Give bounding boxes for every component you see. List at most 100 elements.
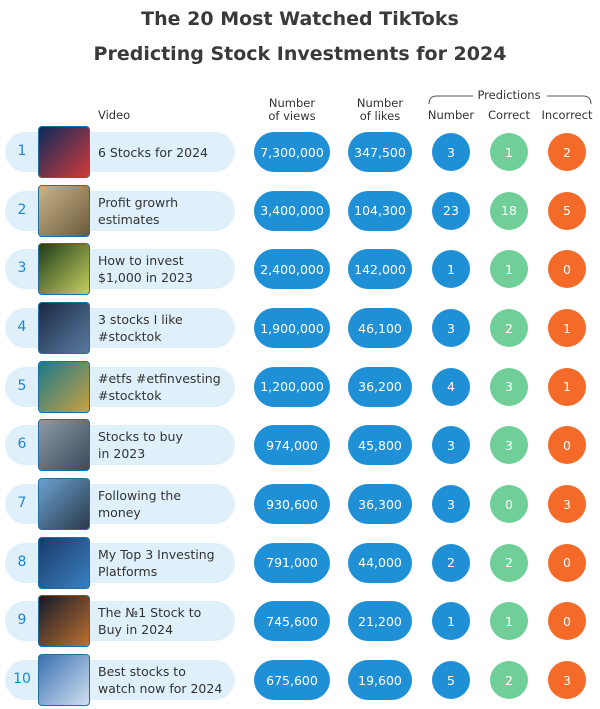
- thumbnail: [38, 654, 90, 707]
- video-title-line: Profit growrh: [98, 194, 179, 210]
- video-title-line: Best stocks to: [98, 664, 186, 680]
- views: 1,900,000: [254, 308, 330, 348]
- video-title: 6 Stocks for 2024: [98, 144, 208, 161]
- likes: 44,000: [348, 542, 412, 583]
- thumbnail: [38, 302, 90, 354]
- likes: 21,200: [348, 601, 412, 642]
- likes: 19,600: [348, 660, 412, 701]
- number: 3: [432, 133, 470, 171]
- views: 745,600: [254, 601, 330, 642]
- views: 791,000: [254, 542, 330, 583]
- column-header: Number: [427, 108, 475, 122]
- correct: 3: [490, 426, 528, 465]
- rank: 4: [17, 319, 27, 335]
- video-title-line: #stocktok: [98, 387, 162, 403]
- rank: 7: [17, 495, 27, 512]
- views: 2,400,000: [254, 249, 330, 290]
- incorrect: 1: [548, 309, 586, 347]
- incorrect: 0: [548, 426, 586, 465]
- rank: 1: [17, 143, 27, 159]
- correct: 18: [490, 191, 528, 230]
- number: 23: [432, 191, 470, 230]
- video-title-line: My Top 3 Investing: [98, 546, 215, 562]
- number: 3: [432, 485, 470, 524]
- incorrect: 0: [548, 250, 586, 289]
- views: 3,400,000: [254, 190, 330, 231]
- rank: 5: [17, 377, 27, 394]
- video-title: My Top 3 Investing Platforms: [98, 546, 215, 580]
- correct: 1: [490, 133, 528, 171]
- video-title-line: in 2023: [98, 446, 146, 462]
- video-title-line: #etfs #etfinvesting: [98, 370, 221, 386]
- thumbnail: [38, 126, 90, 178]
- thumbnail: [38, 184, 90, 237]
- video-title-line: The №1 Stock to: [98, 605, 202, 621]
- video-title: #etfs #etfinvesting #stocktok: [98, 370, 221, 404]
- video-title-line: $1,000 in 2023: [98, 270, 193, 286]
- number: 1: [432, 602, 470, 641]
- thumbnail: [38, 419, 90, 472]
- video-title-line: 3 stocks I like: [98, 312, 183, 327]
- incorrect: 0: [548, 543, 586, 582]
- likes: 45,800: [348, 425, 412, 466]
- rank: 8: [17, 553, 27, 570]
- group-header: Predictions: [477, 88, 541, 102]
- column-header: Correct: [488, 108, 530, 122]
- correct: 2: [490, 309, 528, 347]
- views: 675,600: [254, 660, 330, 701]
- video-title: Stocks to buy in 2023: [98, 428, 183, 462]
- video-title-line: #stocktok: [98, 329, 162, 344]
- incorrect: 0: [548, 602, 586, 641]
- thumbnail: [38, 243, 90, 296]
- rank: 9: [17, 612, 27, 629]
- views: 7,300,000: [254, 132, 330, 172]
- likes: 347,500: [348, 132, 412, 172]
- video-title: 3 stocks I like #stocktok: [98, 311, 183, 345]
- video-title: The №1 Stock to Buy in 2024: [98, 604, 201, 638]
- video-title-line: 6 Stocks for 2024: [98, 144, 208, 160]
- thumbnail: [38, 478, 90, 531]
- video-title-line: Following the: [98, 488, 182, 504]
- video-title: Following the money: [98, 487, 181, 521]
- header-line: Number: [356, 96, 404, 110]
- video-title-line: Platforms: [98, 563, 158, 579]
- header-line: of likes: [359, 109, 401, 123]
- rank: 2: [17, 201, 27, 218]
- column-header: Incorrect: [541, 108, 593, 122]
- video-title: How to invest $1,000 in 2023: [98, 252, 193, 286]
- number: 4: [432, 367, 470, 406]
- header-line: of views: [268, 109, 316, 123]
- group-bracket: [428, 95, 592, 105]
- video-title-line: watch now for 2024: [98, 681, 223, 697]
- likes: 104,300: [348, 190, 412, 231]
- title: Predicting Stock Investments for 2024: [93, 43, 507, 65]
- correct: 0: [490, 485, 528, 524]
- thumbnail: [38, 360, 90, 413]
- views: 974,000: [254, 425, 330, 466]
- number: 3: [432, 309, 470, 347]
- column-header: Number of likes: [340, 97, 420, 123]
- correct: 2: [490, 661, 528, 700]
- video-title-line: estimates: [98, 211, 160, 227]
- incorrect: 1: [548, 367, 586, 406]
- views: 930,600: [254, 484, 330, 525]
- column-header: Video: [98, 108, 131, 122]
- likes: 36,300: [348, 484, 412, 525]
- number: 3: [432, 426, 470, 465]
- bracket-line: [428, 95, 592, 105]
- rank: 6: [17, 436, 27, 453]
- incorrect: 5: [548, 191, 586, 230]
- video-title: Profit growrh estimates: [98, 194, 178, 228]
- correct: 3: [490, 367, 528, 406]
- column-header: Number of views: [252, 97, 332, 123]
- incorrect: 3: [548, 661, 586, 700]
- incorrect: 2: [548, 133, 586, 171]
- video-title-line: Stocks to buy: [98, 429, 183, 445]
- likes: 46,100: [348, 308, 412, 348]
- header-line: Number: [268, 96, 316, 110]
- number: 2: [432, 543, 470, 582]
- number: 5: [432, 661, 470, 700]
- views: 1,200,000: [254, 366, 330, 407]
- correct: 1: [490, 250, 528, 289]
